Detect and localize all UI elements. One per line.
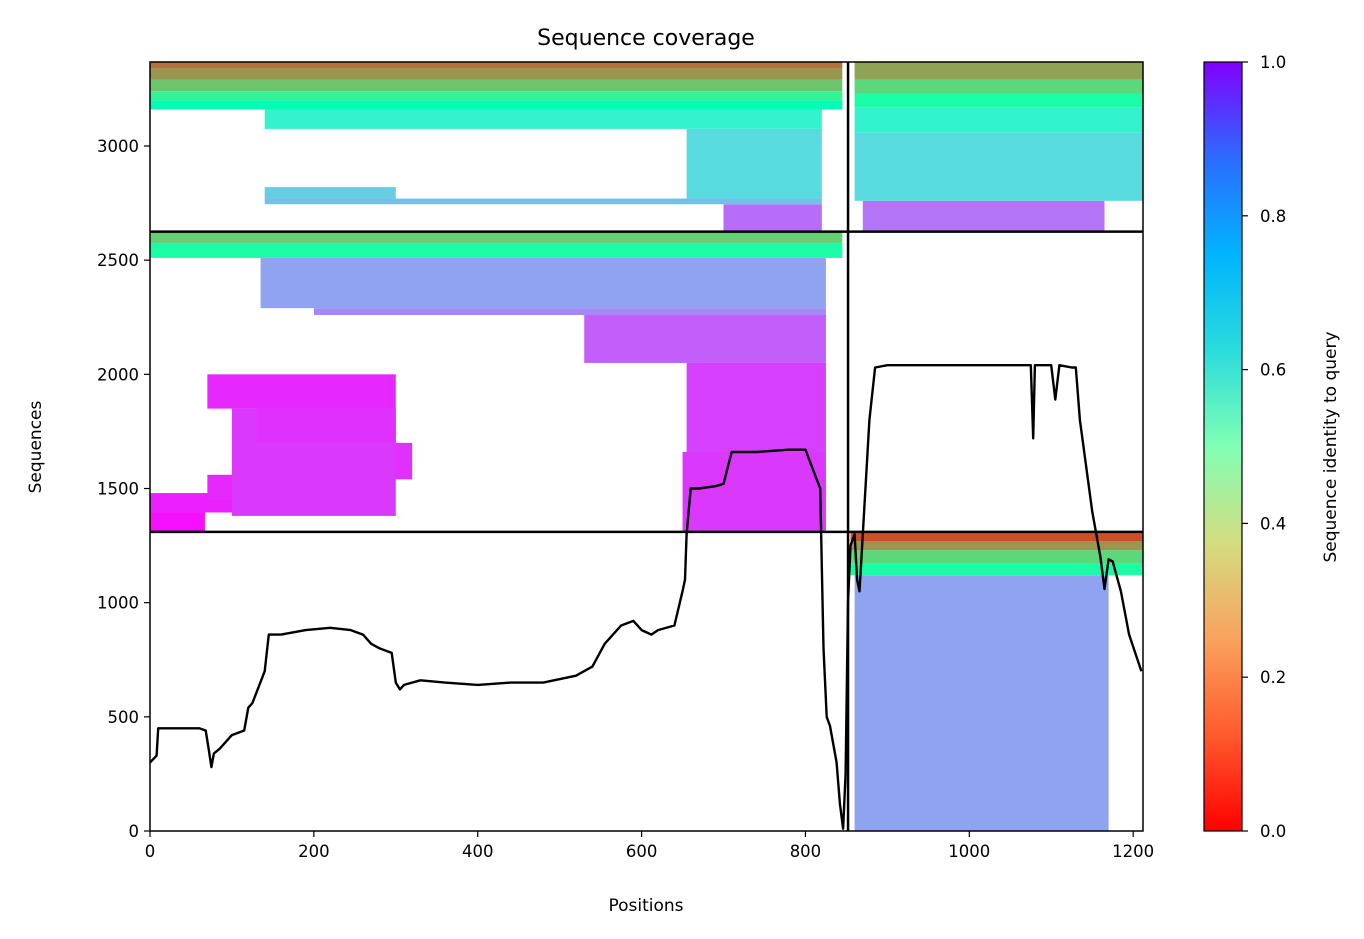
- y-tick-label: 2500: [97, 251, 139, 270]
- y-tick-label: 2000: [97, 365, 139, 384]
- plot-frame: [149, 61, 1144, 832]
- coverage-block-31: [854, 107, 1143, 133]
- y-tick-label: 1000: [97, 594, 139, 613]
- chart-title: Sequence coverage: [537, 26, 755, 51]
- y-tick-label: 500: [108, 708, 140, 727]
- coverage-line-group: [150, 364, 1143, 830]
- colorbar-tick-label: 0.2: [1260, 668, 1286, 687]
- colorbar-tick-label: 0.4: [1260, 514, 1286, 533]
- coverage-heatmap: [150, 62, 1143, 831]
- coverage-block-27: [850, 541, 1143, 551]
- coverage-line: [150, 364, 1143, 830]
- coverage-block-16: [264, 187, 396, 199]
- coverage-block-0: [150, 512, 205, 534]
- coverage-block-9: [584, 314, 826, 363]
- coverage-block-34: [854, 62, 1143, 80]
- coverage-block-20: [150, 91, 843, 101]
- x-tick-label: 1200: [1112, 842, 1154, 861]
- coverage-block-17: [686, 128, 822, 199]
- coverage-block-28: [850, 533, 1143, 542]
- coverage-block-13: [150, 231, 843, 244]
- colorbar: [1203, 61, 1243, 832]
- coverage-block-24: [854, 575, 1109, 831]
- y-tick-label: 0: [129, 822, 140, 841]
- coverage-block-21: [150, 79, 843, 92]
- colorbar-tick-label: 0.8: [1260, 207, 1286, 226]
- coverage-block-25: [850, 563, 1143, 576]
- y-axis-ticks: 0 500 1000 1500 2000 2500 3000: [97, 137, 150, 841]
- coverage-block-5: [256, 408, 396, 443]
- x-axis-label: Positions: [608, 896, 683, 916]
- colorbar-ticks: 0.0 0.2 0.4 0.6 0.8 1.0: [1242, 53, 1286, 841]
- coverage-block-7: [682, 451, 826, 532]
- x-tick-label: 0: [145, 842, 156, 861]
- coverage-block-33: [854, 79, 1143, 94]
- y-tick-label: 3000: [97, 137, 139, 156]
- coverage-block-23: [150, 62, 843, 69]
- colorbar-tick-label: 0.0: [1260, 822, 1286, 841]
- coverage-block-11: [260, 257, 826, 309]
- coverage-block-10: [313, 308, 826, 315]
- coverage-block-6: [207, 374, 396, 409]
- colorbar-label: Sequence identity to query: [1321, 331, 1341, 562]
- x-tick-label: 1000: [948, 842, 990, 861]
- coverage-block-19: [150, 100, 843, 110]
- coverage-block-8: [686, 362, 826, 452]
- block-separators: [150, 62, 1143, 831]
- x-tick-label: 200: [298, 842, 330, 861]
- coverage-block-14: [723, 204, 822, 232]
- coverage-block-32: [854, 93, 1143, 108]
- colorbar-tick-label: 0.6: [1260, 361, 1286, 380]
- coverage-block-18: [264, 109, 822, 129]
- y-axis-label: Sequences: [26, 401, 46, 494]
- coverage-block-30: [854, 132, 1143, 201]
- y-tick-label: 1500: [97, 480, 139, 499]
- x-tick-label: 800: [790, 842, 822, 861]
- coverage-block-22: [150, 68, 843, 80]
- colorbar-tick-label: 1.0: [1260, 53, 1286, 72]
- x-tick-label: 600: [626, 842, 658, 861]
- coverage-block-15: [264, 198, 822, 205]
- coverage-block-12: [150, 243, 843, 258]
- coverage-block-26: [850, 550, 1143, 564]
- x-axis-ticks: 0 200 400 600 800 1000 1200: [145, 831, 1154, 861]
- x-tick-label: 400: [462, 842, 494, 861]
- coverage-block-29: [862, 200, 1105, 231]
